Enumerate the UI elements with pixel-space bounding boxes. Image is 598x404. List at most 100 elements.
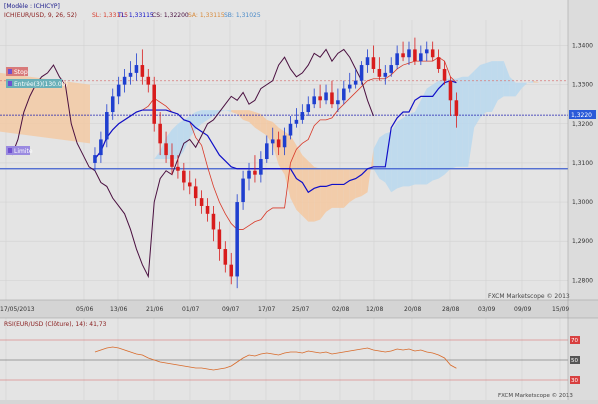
model-label: [Modèle : ICHICYP]	[4, 3, 60, 10]
cloud-bull-segment	[213, 110, 220, 116]
candle-body	[93, 155, 97, 163]
cs-label: CS: 1,32200	[152, 12, 189, 19]
candle-body	[454, 100, 459, 116]
candle	[253, 155, 257, 183]
candle-body	[294, 119, 299, 124]
candle-body	[105, 112, 109, 140]
candle-body	[288, 123, 293, 136]
date-tick-label: 28/08	[442, 306, 459, 313]
candle	[442, 61, 447, 85]
sb-label: SB: 1,31025	[224, 12, 261, 19]
candle	[306, 96, 311, 116]
candle-body	[217, 229, 222, 250]
candle-body	[430, 49, 435, 58]
candle-body	[371, 57, 376, 69]
candle-body	[383, 72, 388, 77]
cloud-bear-segment	[260, 113, 267, 136]
tl-label: TL: 1,33115	[117, 12, 154, 19]
candle-body	[413, 49, 417, 62]
cloud-bear-segment	[533, 80, 540, 83]
cloud-bull-segment	[474, 65, 481, 128]
candle	[265, 135, 269, 163]
cloud-bull-segment	[480, 63, 487, 118]
candle-body	[205, 205, 210, 214]
date-tick-label: 05/06	[76, 306, 93, 313]
candle	[377, 57, 382, 81]
date-tick-label: 20/08	[404, 306, 421, 313]
candle	[342, 80, 346, 105]
candle	[223, 241, 228, 273]
cloud-bear-segment	[331, 168, 338, 208]
candle-body	[241, 178, 245, 203]
candle-body	[176, 166, 180, 171]
candle	[300, 104, 305, 124]
rsi-tick-label: 70	[571, 338, 578, 344]
cloud-bear-segment	[314, 166, 321, 222]
candle-body	[365, 57, 370, 66]
limit-badge[interactable]: Limite	[6, 146, 33, 155]
candle	[259, 151, 263, 183]
candle	[164, 131, 168, 163]
candle-body	[99, 139, 103, 156]
candle	[365, 49, 370, 73]
entry-badge[interactable]: Entrée(3)(130.00)	[6, 79, 68, 88]
cloud-bull-segment	[403, 113, 409, 187]
stop-badge[interactable]: Stop	[6, 67, 28, 76]
cloud-bull-segment	[432, 80, 439, 181]
candle	[401, 41, 405, 62]
candle	[158, 112, 162, 156]
candle-body	[419, 53, 423, 62]
candle-body	[134, 65, 139, 73]
cloud-bull-segment	[391, 121, 398, 193]
candle-body	[353, 80, 358, 85]
cloud-bear-segment	[337, 168, 344, 208]
date-axis-ticks: 17/05/2013 05/06 13/06 21/06 01/07 09/07 17/07…	[0, 306, 569, 313]
candle-body	[312, 96, 316, 105]
candle	[430, 41, 435, 62]
date-axis-background	[0, 300, 598, 318]
price-tick-label: 1,2900	[572, 238, 593, 245]
rsi-tick-badge	[570, 376, 580, 384]
rsi-axis-ticks: 70 50 30	[570, 336, 580, 384]
price-tick-label: 1,3300	[572, 82, 593, 89]
cloud-bull-segment	[462, 76, 469, 167]
cloud-bull-segment	[521, 82, 528, 89]
candle	[324, 84, 328, 105]
current-price-label: 1,3220	[571, 112, 592, 119]
candle	[282, 127, 287, 156]
candle-body	[158, 123, 162, 144]
candle-body	[336, 100, 340, 105]
price-axis-ticks: 1,3400 1,3300 1,3200 1,3100 1,3000 1,2900 1,28…	[572, 42, 593, 284]
rsi-line	[94, 346, 457, 371]
candle-body	[342, 88, 346, 101]
candle-body	[424, 49, 429, 54]
cloud-bull-segment	[420, 88, 427, 185]
price-tick-label: 1,3200	[572, 121, 593, 128]
date-tick-label: 15/09	[552, 306, 569, 313]
candle	[152, 76, 156, 132]
cloud-bull-segment	[503, 61, 510, 97]
candle	[371, 45, 376, 73]
cloud-bull-segment	[491, 61, 498, 113]
cloud-bear-segment	[361, 168, 368, 197]
candle-body	[377, 68, 382, 77]
cloud-bear-segment	[367, 149, 374, 193]
candle	[211, 205, 216, 242]
candle-body	[265, 143, 269, 159]
candle	[454, 92, 459, 128]
cloud-bear-segment	[0, 72, 90, 144]
cloud-bear-segment	[284, 131, 291, 199]
candle-body	[170, 155, 174, 167]
candle	[383, 65, 388, 85]
date-tick-label: 21/06	[146, 306, 163, 313]
candle	[395, 45, 399, 69]
candle	[182, 162, 186, 191]
rsi-tick-badge	[570, 336, 580, 344]
candle	[288, 115, 293, 140]
candle-body	[359, 65, 364, 81]
candle-body	[306, 104, 311, 113]
candle	[353, 68, 358, 89]
candle	[99, 131, 103, 163]
